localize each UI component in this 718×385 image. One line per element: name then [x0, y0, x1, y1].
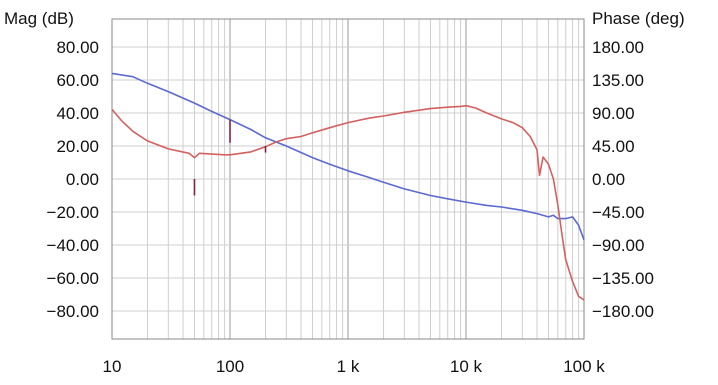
y-right-tick-label: 135.00: [592, 71, 644, 90]
tick-labels: 10 100 1 k 10 k 100 k 80.00 60.00 40.00 20.00 0.0…: [47, 38, 654, 376]
x-tick-label: 10: [103, 357, 122, 376]
y-right-axis-title: Phase (deg): [592, 9, 685, 28]
y-left-tick-label: −40.00: [47, 236, 99, 255]
grid-lines: [111, 19, 584, 339]
magnitude-line: [111, 72, 585, 241]
y-left-tick-label: −20.00: [47, 203, 99, 222]
y-left-tick-label: 0.00: [66, 170, 99, 189]
y-right-tick-label: 90.00: [592, 104, 635, 123]
x-tick-label: 100 k: [563, 357, 605, 376]
y-right-tick-label: −135.00: [592, 269, 654, 288]
plot-frame: [111, 18, 585, 340]
x-tick-label: 1 k: [337, 357, 360, 376]
y-right-tick-label: 45.00: [592, 137, 635, 156]
y-left-tick-label: 60.00: [56, 71, 99, 90]
y-left-tick-label: −80.00: [47, 302, 99, 321]
y-left-tick-label: 80.00: [56, 38, 99, 57]
y-left-axis-title: Mag (dB): [4, 9, 74, 28]
y-right-tick-label: 0.00: [592, 170, 625, 189]
y-left-tick-label: −60.00: [47, 269, 99, 288]
y-left-tick-label: 40.00: [56, 104, 99, 123]
phase-line: [111, 104, 585, 301]
y-right-tick-label: −45.00: [592, 203, 644, 222]
y-left-tick-label: 20.00: [56, 137, 99, 156]
y-right-tick-label: −180.00: [592, 302, 654, 321]
y-right-tick-label: −90.00: [592, 236, 644, 255]
x-tick-label: 100: [216, 357, 244, 376]
x-tick-label: 10 k: [450, 357, 483, 376]
y-right-tick-label: 180.00: [592, 38, 644, 57]
series-lines: [111, 72, 585, 301]
markers: [193, 119, 267, 196]
